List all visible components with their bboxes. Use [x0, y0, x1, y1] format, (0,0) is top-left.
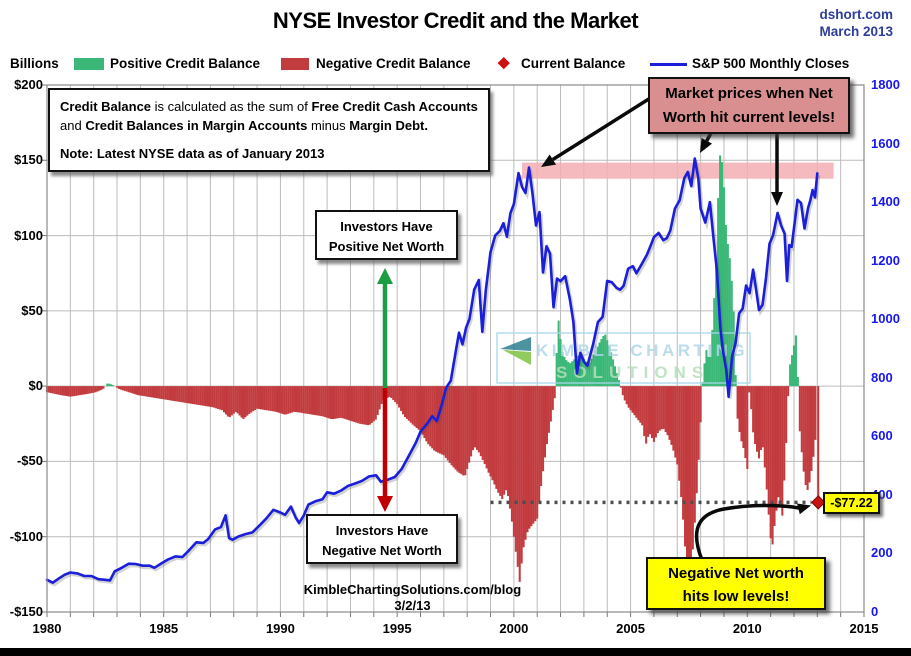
positive-net-worth-callout: Investors Have Positive Net Worth: [315, 210, 458, 260]
negative-swatch-icon: [281, 58, 309, 70]
source-credit: dshort.com March 2013: [819, 6, 893, 40]
page-title: NYSE Investor Credit and the Market: [272, 8, 639, 33]
definition-line-1: Credit Balance is calculated as the sum …: [60, 99, 478, 114]
negative-callout-line2: Negative Net Worth: [322, 543, 442, 558]
current-diamond-icon: ◆: [498, 54, 510, 71]
market-prices-callout: Market prices when Net Worth hit current…: [648, 77, 850, 134]
positive-callout-line1: Investors Have: [340, 219, 433, 234]
low-levels-line2: hits low levels!: [682, 588, 790, 605]
legend-current-label: Current Balance: [521, 56, 626, 71]
negative-net-worth-callout: Investors Have Negative Net Worth: [306, 514, 458, 564]
source-date: March 2013: [819, 24, 893, 39]
source-site: dshort.com: [819, 7, 893, 22]
footer-credit: KimbleChartingSolutions.com/blog 3/2/13: [280, 582, 545, 614]
billions-label: Billions: [10, 56, 59, 71]
positive-swatch-icon: [74, 58, 104, 70]
legend-negative-label: Negative Credit Balance: [316, 56, 471, 71]
legend-positive-label: Positive Credit Balance: [110, 56, 261, 71]
low-levels-callout: Negative Net worth hits low levels!: [646, 557, 826, 610]
footer-date: 3/2/13: [394, 598, 431, 613]
bottom-border: [0, 648, 911, 656]
footer-url: KimbleChartingSolutions.com/blog: [303, 582, 522, 597]
market-callout-line1: Market prices when Net: [665, 85, 833, 102]
current-balance-value-label: -$77.22: [823, 492, 880, 514]
low-levels-line1: Negative Net worth: [668, 565, 804, 582]
definition-line-2: and Credit Balances in Margin Accounts m…: [60, 118, 428, 133]
watermark-line2: SOLUTIONS: [556, 363, 709, 382]
negative-callout-line1: Investors Have: [335, 523, 429, 538]
legend-sp500-label: S&P 500 Monthly Closes: [692, 56, 850, 71]
market-callout-line2: Worth hit current levels!: [662, 109, 836, 126]
definition-note-box: Credit Balance is calculated as the sum …: [48, 88, 490, 172]
watermark-line1: KIMBLE CHARTING: [536, 341, 748, 360]
definition-note: Note: Latest NYSE data as of January 201…: [60, 146, 325, 161]
sp500-line-icon: [650, 63, 687, 66]
positive-callout-line2: Positive Net Worth: [328, 239, 445, 254]
